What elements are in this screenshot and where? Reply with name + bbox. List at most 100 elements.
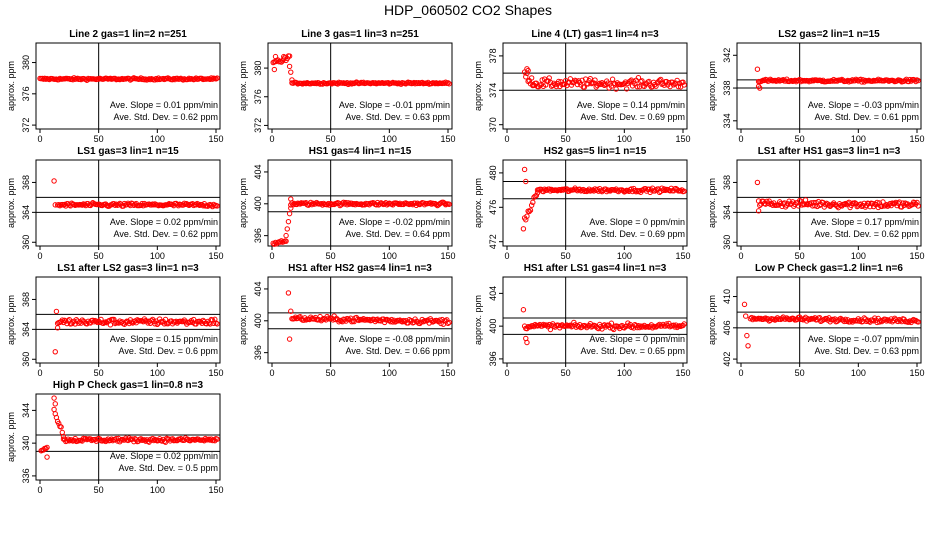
plot-frame <box>502 276 688 364</box>
data-point <box>605 80 611 86</box>
data-point <box>857 76 864 83</box>
data-point <box>778 200 784 207</box>
data-point <box>591 80 597 86</box>
x-tick-label: 150 <box>440 251 455 261</box>
y-tick-label: 360 <box>21 352 31 367</box>
data-point <box>283 232 289 239</box>
data-points <box>38 395 220 460</box>
panel-11: HS1 after LS1 gas=4 lin=1 n=3 0 50 100 150 39… <box>473 263 691 378</box>
data-point <box>524 213 530 219</box>
data-point <box>142 438 149 444</box>
data-point-outlier <box>54 325 61 331</box>
data-point <box>195 201 202 207</box>
y-tick-label: 376 <box>21 86 31 101</box>
plot-frame <box>736 276 922 364</box>
std-annotation: Ave. Std. Dev. = 0.6 ppm <box>119 346 218 356</box>
x-tick-label: 50 <box>795 251 805 261</box>
data-point <box>291 315 297 322</box>
y-axis-label: approx. ppm <box>707 295 717 345</box>
data-point <box>677 188 684 194</box>
data-point <box>44 444 50 451</box>
x-tick-label: 0 <box>37 368 42 378</box>
data-point <box>533 192 540 199</box>
data-point <box>523 74 529 80</box>
x-tick-label: 50 <box>326 251 336 261</box>
data-point-outlier <box>754 179 761 186</box>
data-point <box>560 187 567 193</box>
y-tick-label: 400 <box>488 319 498 334</box>
data-point <box>567 76 574 82</box>
data-point-outlier <box>288 308 294 314</box>
plot-frame <box>267 159 453 247</box>
panel-title: Line 4 (LT) gas=1 lin=4 n=3 <box>531 29 659 40</box>
data-point <box>915 77 921 84</box>
data-point-outlier <box>757 85 763 91</box>
data-point <box>285 218 292 225</box>
data-point <box>214 436 220 442</box>
data-point <box>555 78 562 85</box>
data-point <box>214 203 220 209</box>
slope-annotation: Ave. Slope = -0.03 ppm/min <box>808 100 919 110</box>
std-annotation: Ave. Std. Dev. = 0.64 ppm <box>346 229 450 239</box>
data-point <box>627 78 633 84</box>
x-tick-label: 100 <box>382 251 397 261</box>
data-point <box>408 200 415 207</box>
panel-title: HS1 gas=4 lin=1 n=15 <box>309 146 412 157</box>
data-point-outlier <box>754 66 761 72</box>
data-point-outlier <box>742 313 749 319</box>
panel-title: LS1 after HS1 gas=3 lin=1 n=3 <box>758 146 901 157</box>
x-tick-label: 150 <box>208 368 223 378</box>
std-annotation: Ave. Std. Dev. = 0.62 ppm <box>114 229 218 239</box>
data-point-outlier <box>741 301 748 308</box>
data-point <box>93 318 100 325</box>
y-tick-label: 410 <box>722 289 732 304</box>
data-point <box>283 238 289 244</box>
data-point-outlier <box>288 196 294 202</box>
data-point <box>869 200 876 207</box>
x-tick-label: 100 <box>150 251 165 261</box>
data-point <box>112 202 118 208</box>
data-point-outlier <box>51 395 57 401</box>
data-point <box>893 199 899 206</box>
panel-title: HS1 after HS2 gas=4 lin=1 n=3 <box>288 263 432 274</box>
x-tick-label: 0 <box>37 485 42 495</box>
data-point <box>784 202 790 208</box>
data-point <box>290 202 296 208</box>
data-point <box>58 424 64 430</box>
x-tick-label: 50 <box>795 134 805 144</box>
data-point <box>785 201 791 207</box>
data-point-outlier <box>44 454 50 460</box>
data-point <box>124 201 130 208</box>
data-point <box>286 63 293 70</box>
x-tick-label: 50 <box>561 134 571 144</box>
data-points <box>521 66 687 92</box>
data-point <box>681 82 687 88</box>
data-point <box>661 82 667 88</box>
x-tick-label: 100 <box>382 368 397 378</box>
data-point <box>589 323 596 329</box>
data-point <box>336 319 342 325</box>
data-points <box>270 196 452 247</box>
data-point-outlier <box>524 339 530 346</box>
data-points <box>270 53 452 88</box>
data-point <box>445 320 451 326</box>
data-point <box>209 76 216 82</box>
data-point <box>821 316 828 323</box>
panel-title: LS1 after LS2 gas=3 lin=1 n=3 <box>57 263 199 274</box>
data-points <box>741 301 921 349</box>
data-point <box>653 83 659 89</box>
data-point-outlier <box>53 308 60 315</box>
data-point-outlier <box>272 53 279 60</box>
data-point <box>433 201 439 208</box>
x-tick-label: 150 <box>909 368 924 378</box>
y-tick-label: 338 <box>722 81 732 96</box>
y-tick-label: 372 <box>253 118 263 133</box>
plot-frame <box>35 159 221 247</box>
std-annotation: Ave. Std. Dev. = 0.63 ppm <box>346 112 450 122</box>
data-point <box>345 200 351 206</box>
std-annotation: Ave. Std. Dev. = 0.61 ppm <box>815 112 919 122</box>
data-point <box>214 321 220 327</box>
data-point <box>681 321 687 327</box>
data-point <box>76 320 82 326</box>
